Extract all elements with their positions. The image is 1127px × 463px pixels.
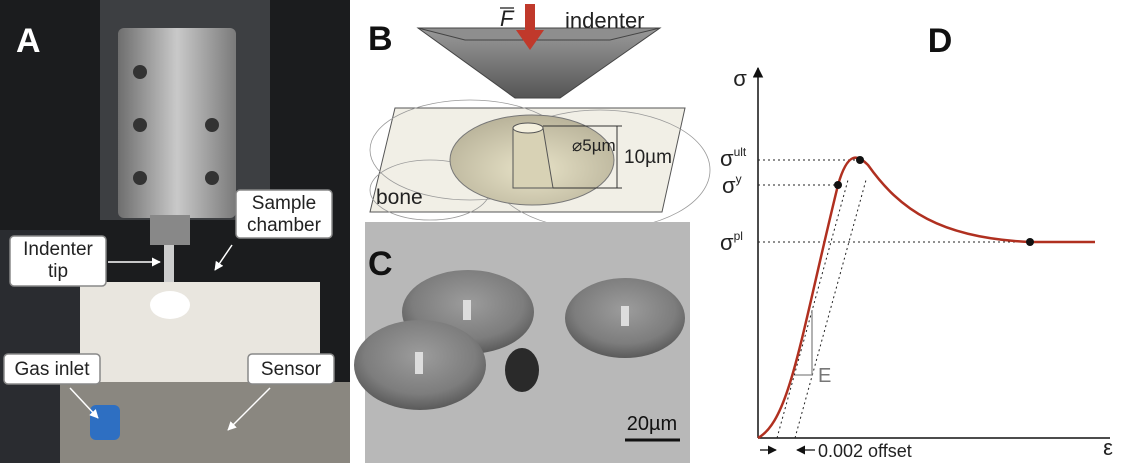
bone-label: bone	[376, 186, 423, 209]
superscript: ult	[734, 145, 747, 159]
curve	[758, 158, 1095, 438]
yield-label: σy	[722, 172, 742, 198]
photo-screw	[133, 118, 147, 132]
callout-line: chamber	[247, 215, 322, 236]
scale-bar-label: 20µm	[627, 413, 677, 435]
sem-hole	[505, 348, 539, 392]
photo-inlet	[90, 405, 120, 440]
panel-label: B	[368, 20, 393, 58]
callout: Gas inlet	[15, 359, 91, 380]
point-plateau	[1026, 238, 1034, 246]
page: Figure {"panel_a": {"label": "A", "callo…	[0, 0, 1127, 463]
panel-label: D	[928, 22, 953, 60]
sem-pillar	[415, 352, 423, 374]
photo-screw	[205, 171, 219, 185]
sem-pillar	[621, 306, 629, 326]
x-axis-label: ε	[1103, 435, 1113, 460]
body: A Samplechamber Indentertip Gas inlet Se…	[0, 0, 1127, 463]
callout-line: Sample	[252, 193, 316, 214]
callout-line: Indenter	[23, 239, 93, 260]
modulus-triangle	[795, 310, 812, 375]
pillar-top	[513, 123, 543, 133]
indenter-label: indenter	[565, 8, 645, 33]
force-arrow	[525, 4, 535, 32]
panel-d: D σ ε E σult σy σpl 0.002 offset	[720, 22, 1113, 461]
symbol: σ	[722, 173, 736, 198]
y-axis-label: σ	[733, 66, 747, 91]
symbol: σ	[720, 230, 734, 255]
superscript: y	[736, 172, 742, 186]
panel-b: B F indenter ⌀5µm 10µm bone	[368, 4, 710, 230]
modulus-label: E	[818, 365, 831, 387]
callout-line: tip	[48, 261, 68, 282]
photo-screw	[205, 118, 219, 132]
panel-c: C 20µm	[354, 222, 690, 463]
photo-screw	[133, 171, 147, 185]
photo-holder	[150, 215, 190, 245]
diameter-label: ⌀5µm	[572, 136, 616, 155]
symbol: σ	[720, 146, 734, 171]
photo-screw	[133, 65, 147, 79]
sem-pillar	[463, 300, 471, 320]
panel-label: C	[368, 245, 393, 283]
figure: A Samplechamber Indentertip Gas inlet Se…	[0, 0, 1127, 463]
plateau-label: σpl	[720, 229, 743, 255]
height-label: 10µm	[624, 147, 672, 168]
guide-lines	[758, 160, 1030, 438]
callout: Sensor	[261, 359, 322, 380]
panel-label: A	[16, 22, 41, 60]
force-label: F	[500, 6, 515, 31]
offset-label: 0.002 offset	[818, 441, 912, 461]
point-ultimate	[856, 156, 864, 164]
ultimate-label: σult	[720, 145, 747, 171]
superscript: pl	[734, 229, 743, 243]
photo-sample	[150, 291, 190, 319]
point-yield	[834, 181, 842, 189]
